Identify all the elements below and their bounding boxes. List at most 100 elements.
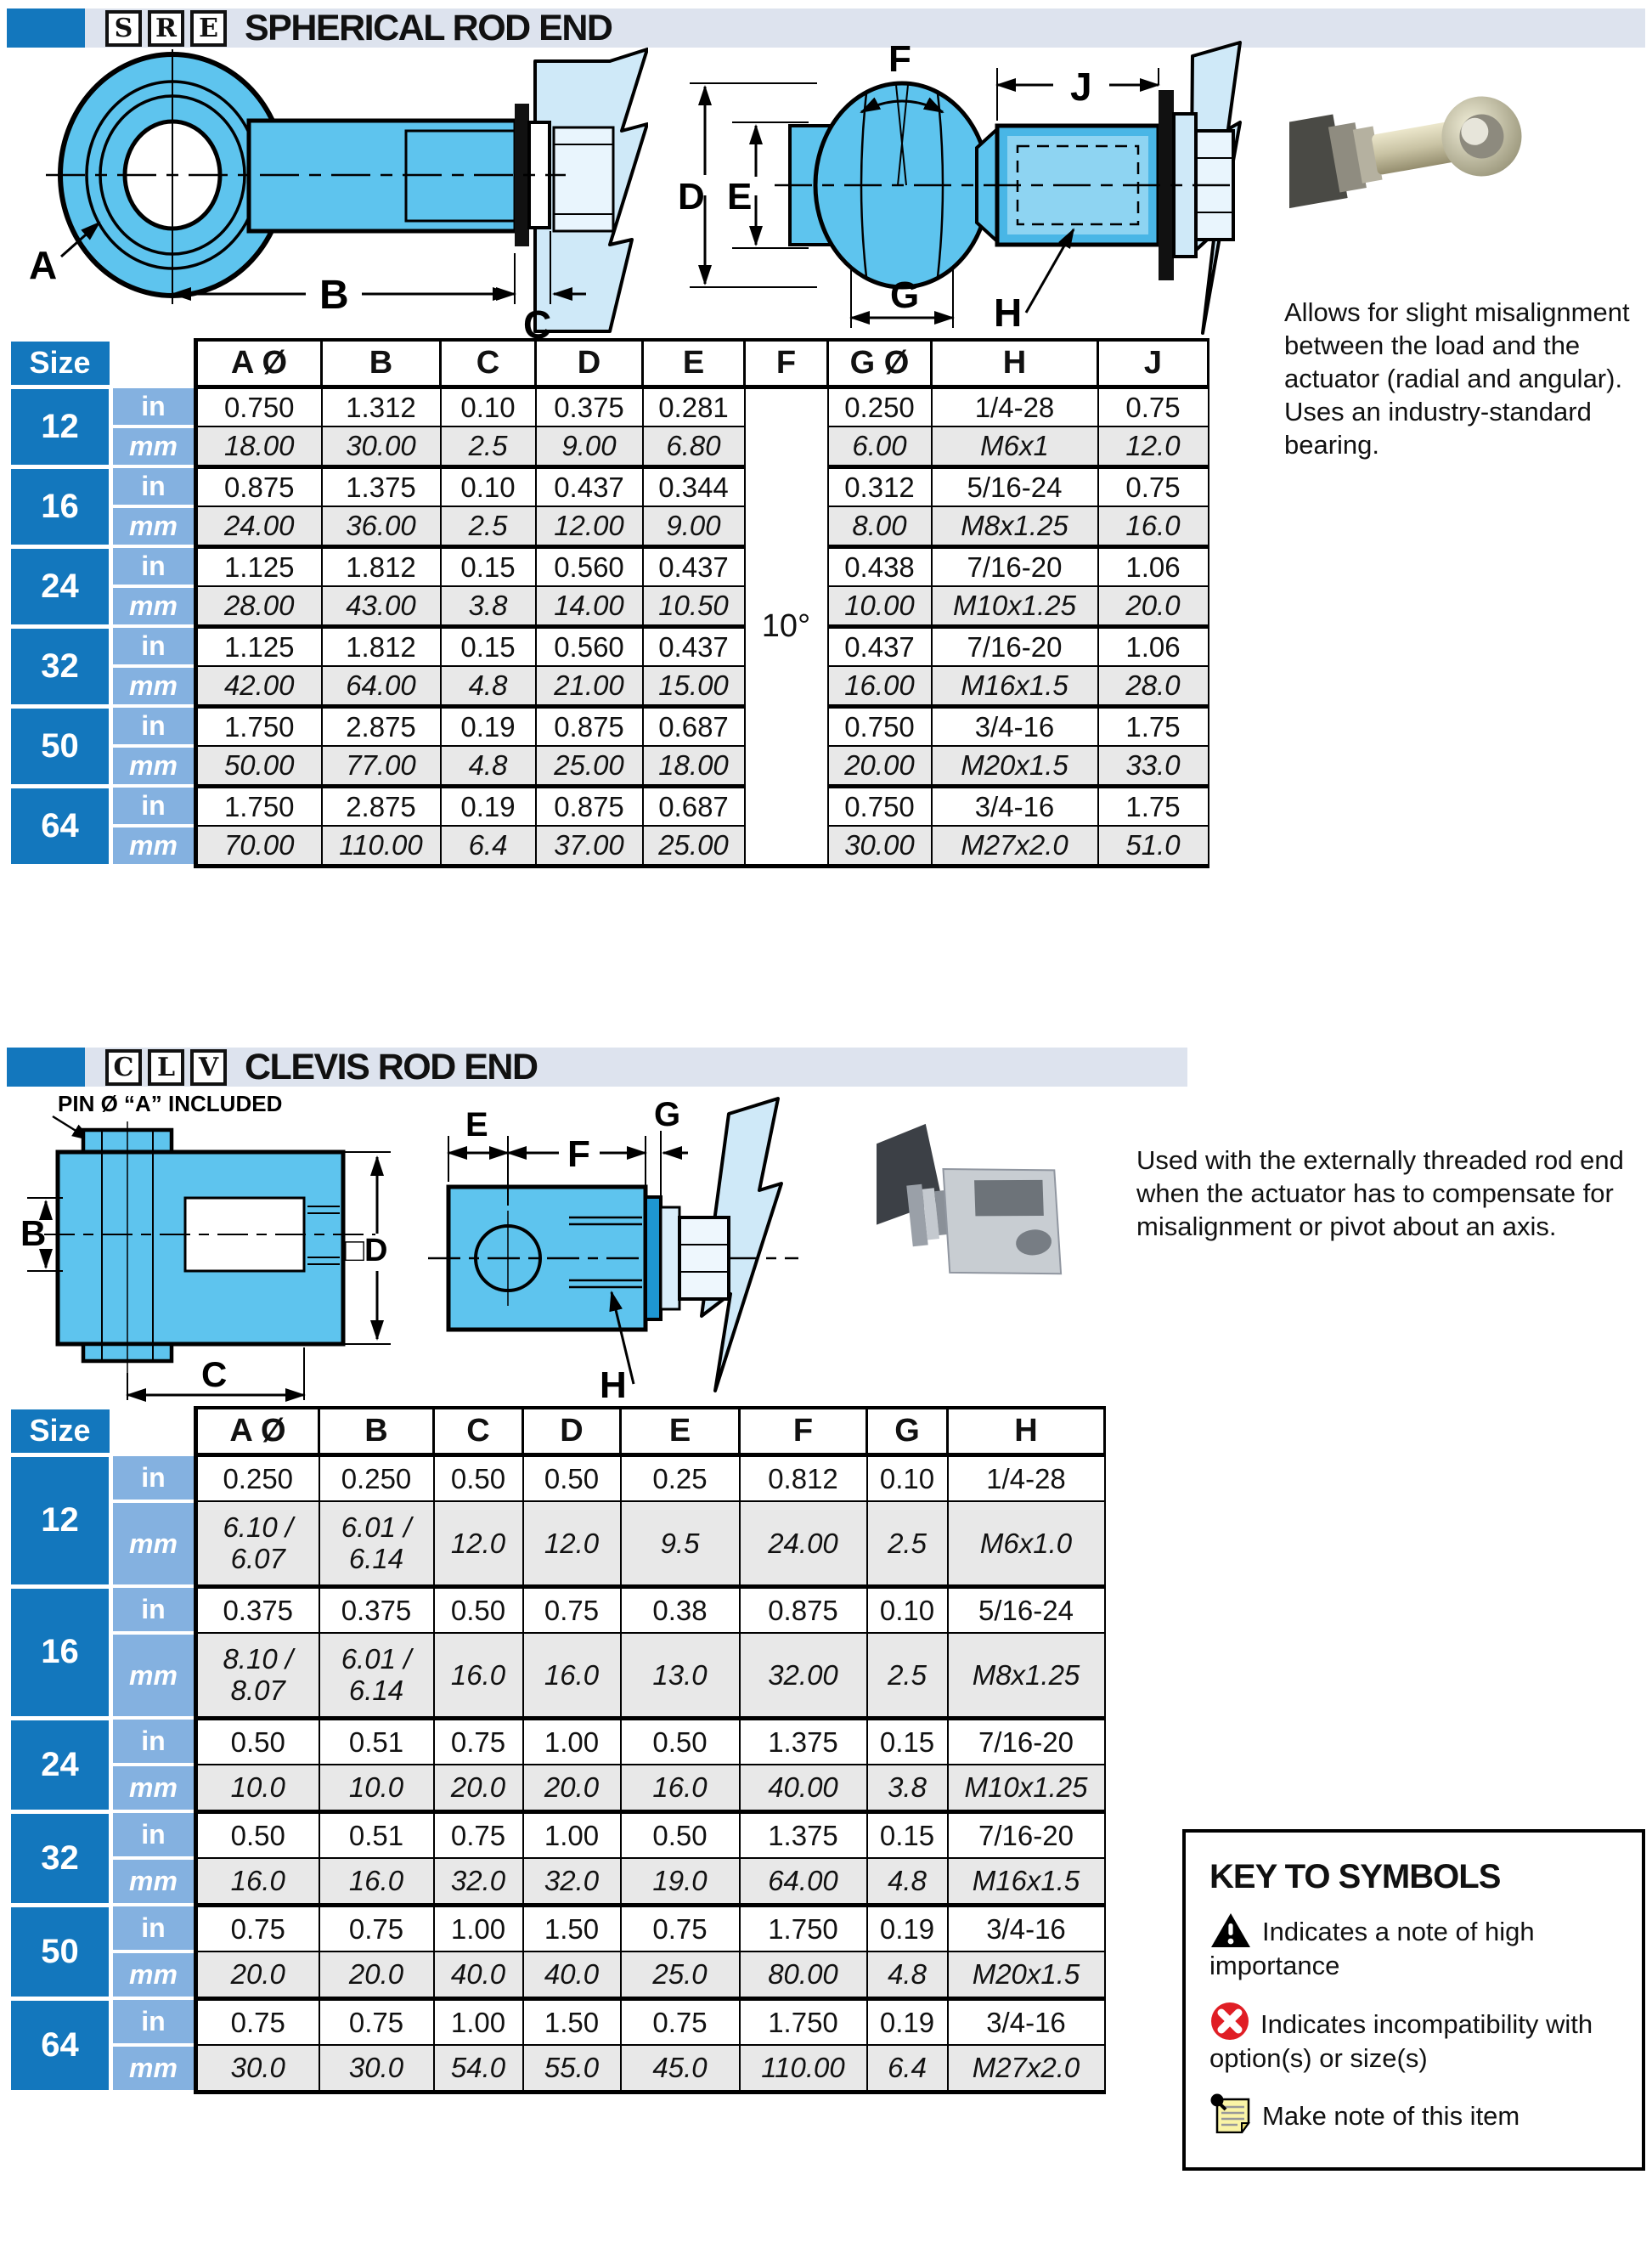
value-cell: 0.75 — [432, 1809, 524, 1859]
key-to-symbols-box: KEY TO SYMBOLS Indicates a note of high … — [1182, 1829, 1645, 2171]
value-cell: 1.06 — [1097, 624, 1209, 667]
value-cell: 20.0 — [318, 1951, 435, 1999]
unit-cell: in — [109, 1810, 198, 1860]
value-cell: 9.5 — [619, 1500, 741, 1587]
unit-cell: in — [109, 1997, 198, 2047]
value-cell: 0.687 — [641, 703, 746, 747]
value-cell: 16.0 — [619, 1764, 741, 1812]
unit-cell: in — [109, 465, 198, 508]
value-cell: 0.19 — [865, 1996, 949, 2046]
value-cell: 0.812 — [738, 1452, 868, 1502]
dimension-label-square-d: □D — [345, 1233, 387, 1268]
value-cell: 6.01 /6.14 — [318, 1632, 435, 1719]
clv-side-view-diagram: E F G H — [428, 1096, 798, 1406]
value-cell: 0.875 — [738, 1584, 868, 1634]
key-title: KEY TO SYMBOLS — [1209, 1858, 1501, 1895]
column-header: B — [320, 338, 442, 389]
value-cell: 7/16-20 — [930, 544, 1099, 587]
value-cell: 3/4-16 — [930, 703, 1099, 747]
dimension-label-a: A — [29, 243, 57, 287]
value-cell: 70.00 — [194, 825, 323, 868]
value-cell: 0.19 — [439, 703, 537, 747]
value-cell: 20.00 — [826, 745, 933, 787]
value-cell: 0.19 — [865, 1902, 949, 1952]
clv-blue-tab — [7, 1048, 85, 1087]
dimension-label-c: C — [523, 302, 551, 341]
value-cell: 0.375 — [534, 384, 644, 427]
value-cell: 40.0 — [522, 1951, 622, 1999]
value-cell: 0.75 — [619, 1996, 741, 2046]
dimension-label-h: H — [600, 1364, 627, 1406]
unit-cell: in — [109, 1716, 198, 1766]
value-cell: 9.00 — [641, 506, 746, 547]
value-cell: 0.75 — [1097, 384, 1209, 427]
value-cell: 1.50 — [522, 1902, 622, 1952]
value-cell: 0.875 — [534, 703, 644, 747]
value-cell: 0.19 — [439, 783, 537, 827]
dimension-label-d: D — [678, 176, 705, 217]
column-header: H — [946, 1406, 1106, 1457]
column-header: E — [619, 1406, 741, 1457]
value-cell: 16.0 — [1097, 506, 1209, 547]
column-header: E — [641, 338, 746, 389]
value-cell: 0.10 — [439, 384, 537, 427]
unit-cell: mm — [109, 585, 198, 628]
value-cell: 10.00 — [826, 585, 933, 627]
size-cell: 24 — [7, 1715, 113, 1814]
value-cell: 1.375 — [738, 1809, 868, 1859]
value-cell: 30.00 — [826, 825, 933, 868]
value-cell: 0.875 — [534, 783, 644, 827]
value-cell: 0.50 — [194, 1715, 320, 1765]
value-cell: 0.250 — [318, 1452, 435, 1502]
value-cell: M20x1.5 — [946, 1951, 1106, 1999]
value-cell: 51.0 — [1097, 825, 1209, 868]
value-cell: 1.750 — [738, 1996, 868, 2046]
value-cell: 3/4-16 — [946, 1996, 1106, 2046]
column-header: C — [432, 1406, 524, 1457]
value-cell: 0.50 — [522, 1452, 622, 1502]
value-cell: 0.438 — [826, 544, 933, 587]
value-cell: 6.4 — [865, 2044, 949, 2094]
unit-cell: in — [109, 545, 198, 588]
value-cell: 5/16-24 — [946, 1584, 1106, 1634]
value-cell: 24.00 — [194, 506, 323, 547]
value-cell: 4.8 — [439, 665, 537, 707]
value-cell: 0.51 — [318, 1715, 435, 1765]
value-cell: 3.8 — [865, 1764, 949, 1812]
value-cell: 0.437 — [826, 624, 933, 667]
value-cell: 77.00 — [320, 745, 442, 787]
value-cell: 40.00 — [738, 1764, 868, 1812]
key-item-note: Make note of this item — [1209, 2093, 1618, 2136]
unit-cell: in — [109, 704, 198, 748]
washer — [644, 1195, 662, 1321]
mount-boss — [552, 126, 615, 233]
value-cell: 20.0 — [432, 1764, 524, 1812]
value-cell: 1.50 — [522, 1996, 622, 2046]
value-cell: M8x1.25 — [930, 506, 1099, 547]
value-cell: 1.00 — [432, 1996, 524, 2046]
pin-included-note: PIN Ø “A” INCLUDED — [58, 1091, 282, 1116]
value-cell: 0.750 — [826, 783, 933, 827]
value-cell: 0.75 — [522, 1584, 622, 1634]
dimension-label-c: C — [201, 1354, 227, 1394]
nut — [678, 1216, 730, 1301]
value-cell: 33.0 — [1097, 745, 1209, 787]
value-cell: 2.5 — [439, 426, 537, 467]
unit-cell: mm — [109, 1631, 198, 1720]
value-cell: 24.00 — [738, 1500, 868, 1587]
value-cell: 0.50 — [619, 1809, 741, 1859]
value-cell: 1.750 — [194, 703, 323, 747]
dimension-label-j: J — [1070, 65, 1092, 109]
note-icon — [1210, 2093, 1250, 2136]
unit-cell: mm — [109, 1950, 198, 2000]
value-cell: 55.0 — [522, 2044, 622, 2094]
value-cell: 0.75 — [432, 1715, 524, 1765]
sre-blue-tab — [7, 8, 85, 48]
unit-cell: mm — [109, 1763, 198, 1813]
washer — [1159, 90, 1174, 280]
column-header: F — [738, 1406, 868, 1457]
unit-cell: mm — [109, 1856, 198, 1906]
value-cell: 0.560 — [534, 544, 644, 587]
value-cell: 0.15 — [439, 544, 537, 587]
column-header: H — [930, 338, 1099, 389]
